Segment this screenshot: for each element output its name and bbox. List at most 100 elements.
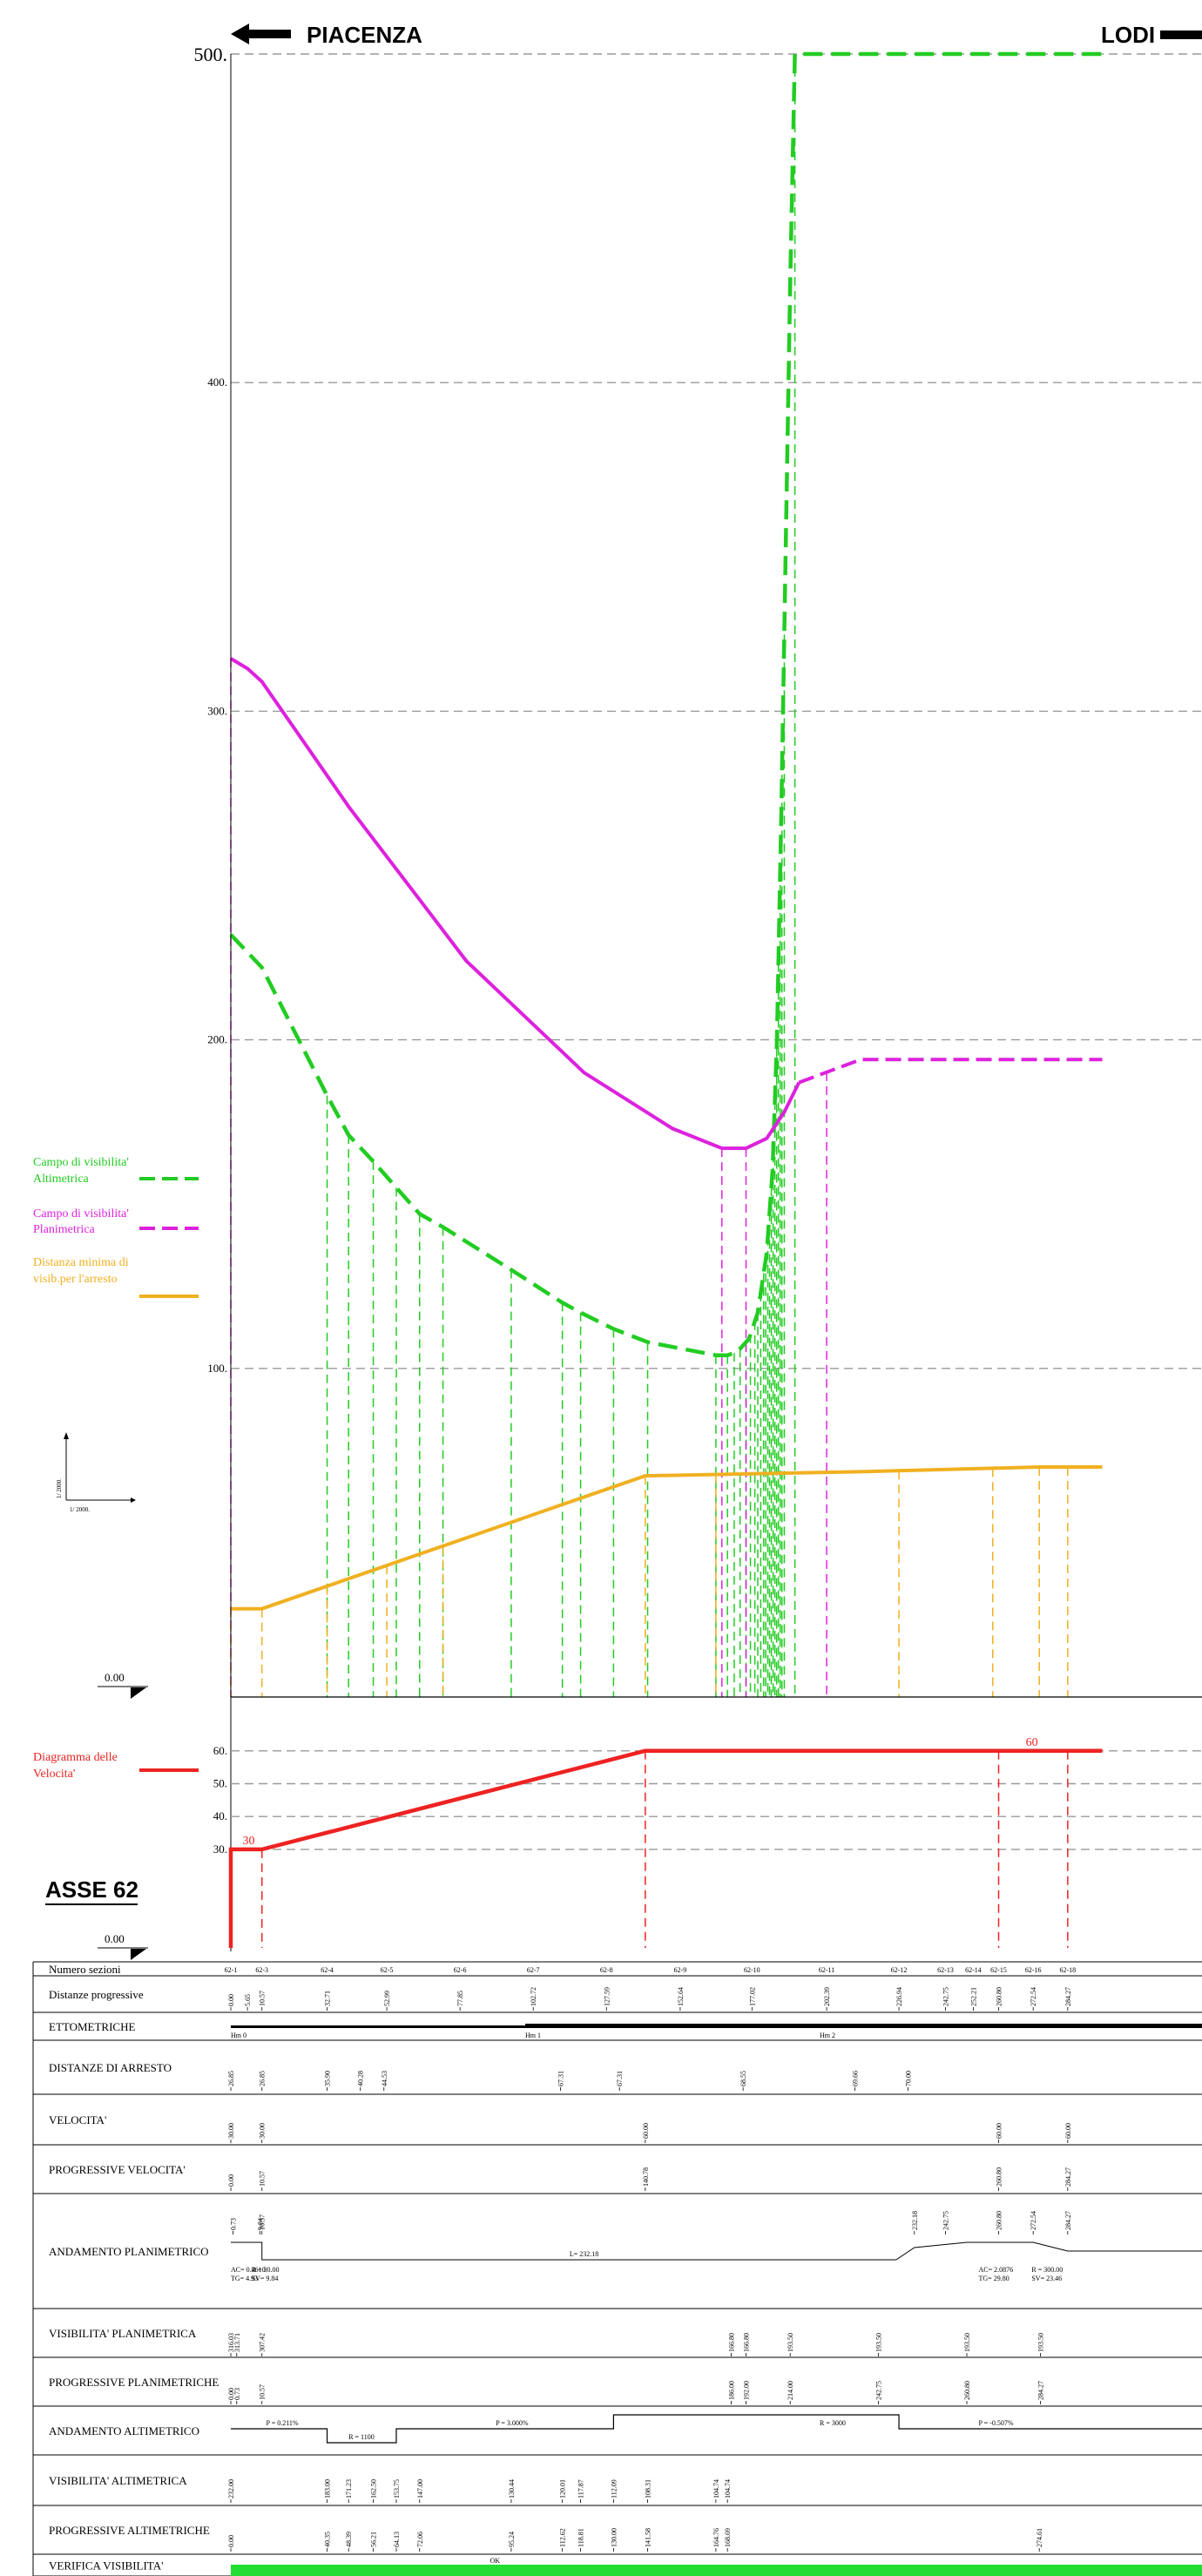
prog-altimetriche-value-5: 72.06 [416, 2532, 424, 2547]
arresto-value-6: 67.31 [616, 2071, 624, 2086]
row-label-visibilita_planimetrica: VISIBILITA' PLANIMETRICA [49, 2327, 197, 2340]
y-tick-label-500: 500. [194, 44, 228, 65]
vis-planimetrica-value-6: 193.50 [875, 2333, 883, 2352]
scale-vertical: 1/ 2000. [56, 1478, 63, 1498]
planimetrico-straight: L= 232.18 [570, 2250, 598, 2258]
datum-triangle-2-icon [131, 1949, 146, 1960]
section-name-11: 62-13 [937, 1966, 954, 1974]
row-label-progressive_planimetriche: PROGRESSIVE PLANIMETRICHE [49, 2376, 219, 2389]
vis-altimetrica-value-6: 130.44 [508, 2479, 516, 2498]
planimetrico-curve1-r: R = 30.00 [252, 2266, 280, 2274]
prog-altimetriche-value-1: 40.35 [324, 2532, 332, 2547]
vis-altimetrica-value-0: 232.00 [227, 2479, 235, 2498]
section-progressive-2: 32.71 [324, 1991, 332, 2006]
section-progressive-0: 0.00 [227, 1994, 235, 2006]
vis-planimetrica-value-2: 307.42 [259, 2333, 267, 2352]
section-name-4: 62-6 [454, 1966, 467, 1974]
arresto-value-7: 68.55 [739, 2071, 747, 2086]
altimetrico-p3: P = -0.507% [979, 2419, 1014, 2427]
vis-altimetrica-value-12: 104.74 [724, 2479, 732, 2498]
y-tick-label-100: 100. [207, 1362, 227, 1375]
speed-tick-label-50: 50. [213, 1777, 227, 1790]
legend-altimetrica-line1: Campo di visibilita' [33, 1156, 129, 1169]
section-progressive-15: 284.27 [1064, 1987, 1072, 2006]
ettometrica-label-1: Hm 1 [525, 2032, 541, 2039]
section-name-12: 62-14 [965, 1966, 982, 1974]
vis-planimetrica-value-5: 193.50 [787, 2333, 794, 2352]
prog-altimetriche-value-10: 141.58 [645, 2528, 652, 2547]
planimetrico-curve1-ac: AC= 0.4610 [231, 2266, 266, 2274]
velocita-value-4: 60.00 [1064, 2123, 1072, 2139]
prog-altimetriche-value-4: 64.13 [393, 2532, 401, 2547]
vis-altimetrica-value-7: 120.01 [559, 2479, 567, 2498]
section-name-14: 62-16 [1025, 1966, 1042, 1974]
speed-annotation-1: 60 [1026, 1736, 1038, 1749]
planimetrico-line [231, 2241, 1202, 2261]
asse-title: ASSE 62 [45, 1876, 138, 1903]
arresto-value-2: 35.90 [324, 2071, 332, 2086]
section-progressive-10: 226.94 [895, 1987, 903, 2006]
section-progressive-5: 102.72 [530, 1987, 537, 2006]
progressive-velocita-value-2: 140.78 [642, 2167, 650, 2187]
vis-planimetrica-value-0: 316.03 [227, 2333, 235, 2352]
velocita-value-3: 60.00 [996, 2123, 1003, 2139]
row-label-ettometriche: ETTOMETRICHE [49, 2020, 135, 2033]
planimetrico-label-7: 284.27 [1064, 2211, 1072, 2230]
altimetrico-r1: R = 1100 [348, 2433, 375, 2441]
section-progressive-6: 127.59 [603, 1987, 611, 2006]
section-name-13: 62-15 [990, 1966, 1007, 1974]
legend-planimetrica-line1: Campo di visibilita' [33, 1207, 129, 1220]
series-arresto [231, 1465, 1103, 1611]
section-name-3: 62-5 [381, 1966, 394, 1974]
section-progressive-12: 252.21 [969, 1987, 977, 2006]
planimetrico-label-1: 9.84 [256, 2218, 264, 2230]
section-name-9: 62-11 [819, 1966, 834, 1974]
section-name-8: 62-10 [744, 1966, 760, 1974]
planimetrico-label-5: 260.80 [996, 2211, 1003, 2230]
arresto-value-3: 40.28 [357, 2071, 365, 2086]
right-arrow-icon [1160, 30, 1202, 39]
velocita-value-1: 30.00 [259, 2123, 267, 2139]
altimetrico-line [231, 2414, 1202, 2444]
section-progressive-1: 10.57 [259, 1991, 267, 2006]
vis-altimetrica-value-8: 117.87 [577, 2479, 585, 2498]
series-planimetrica [229, 657, 801, 1151]
prog-planimetriche-value-0: 0.00 [227, 2388, 235, 2400]
verifica-label: OK [490, 2557, 500, 2565]
prog-planimetriche-value-8: 284.27 [1037, 2381, 1045, 2400]
ettometrica-label-2: Hm 2 [820, 2032, 835, 2039]
scale-indicator-icon [64, 1432, 136, 1503]
vis-planimetrica-value-1: 313.71 [233, 2333, 241, 2352]
section-name-5: 62-7 [527, 1966, 540, 1974]
prog-planimetriche-value-1: 0.73 [233, 2388, 241, 2400]
row-label-verifica_visibilita: VERIFICA VISIBILITA' [49, 2559, 163, 2573]
arresto-value-9: 70.00 [904, 2071, 912, 2086]
arresto-value-0: 26.85 [227, 2071, 235, 2086]
section-name-10: 62-12 [891, 1966, 908, 1974]
prog-planimetriche-value-2: 10.57 [259, 2384, 267, 2400]
section-progressive-14: 272.54 [1030, 1987, 1037, 2006]
legend-arresto-line1: Distanza minima di [33, 1256, 129, 1269]
vis-altimetrica-value-9: 112.09 [610, 2479, 618, 2498]
prog-altimetriche-value-6: 95.24 [508, 2532, 516, 2547]
altimetrico-r2: R = 3000 [820, 2419, 846, 2427]
speed-tick-label-40: 40. [213, 1809, 227, 1822]
vis-altimetrica-value-4: 153.75 [393, 2479, 401, 2498]
ettometriche-bar-1 [231, 2025, 525, 2028]
prog-planimetriche-value-7: 260.80 [963, 2381, 971, 2400]
prog-altimetriche-value-11: 164.76 [712, 2528, 720, 2547]
planimetrico-label-4: 242.75 [942, 2211, 949, 2230]
ettometriche-bar-2 [525, 2024, 1202, 2028]
row-label-distanze_progressive: Distanze progressive [49, 1988, 144, 2001]
planimetrico-curve2-sv: SV= 23.46 [1031, 2275, 1062, 2282]
vis-planimetrica-value-8: 193.50 [1037, 2333, 1045, 2352]
planimetrico-curve1-sv: SV= 9.84 [252, 2275, 279, 2282]
section-progressive-13: 260.80 [996, 1987, 1003, 2006]
vis-altimetrica-value-1: 183.00 [324, 2479, 332, 2498]
arresto-value-4: 44.53 [381, 2071, 388, 2086]
datum-label-2: 0.00 [105, 1932, 125, 1945]
planimetrico-label-6: 272.54 [1030, 2211, 1037, 2230]
prog-altimetriche-value-3: 56.21 [370, 2532, 378, 2547]
scale-horizontal: 1/ 2000. [70, 1506, 90, 1513]
